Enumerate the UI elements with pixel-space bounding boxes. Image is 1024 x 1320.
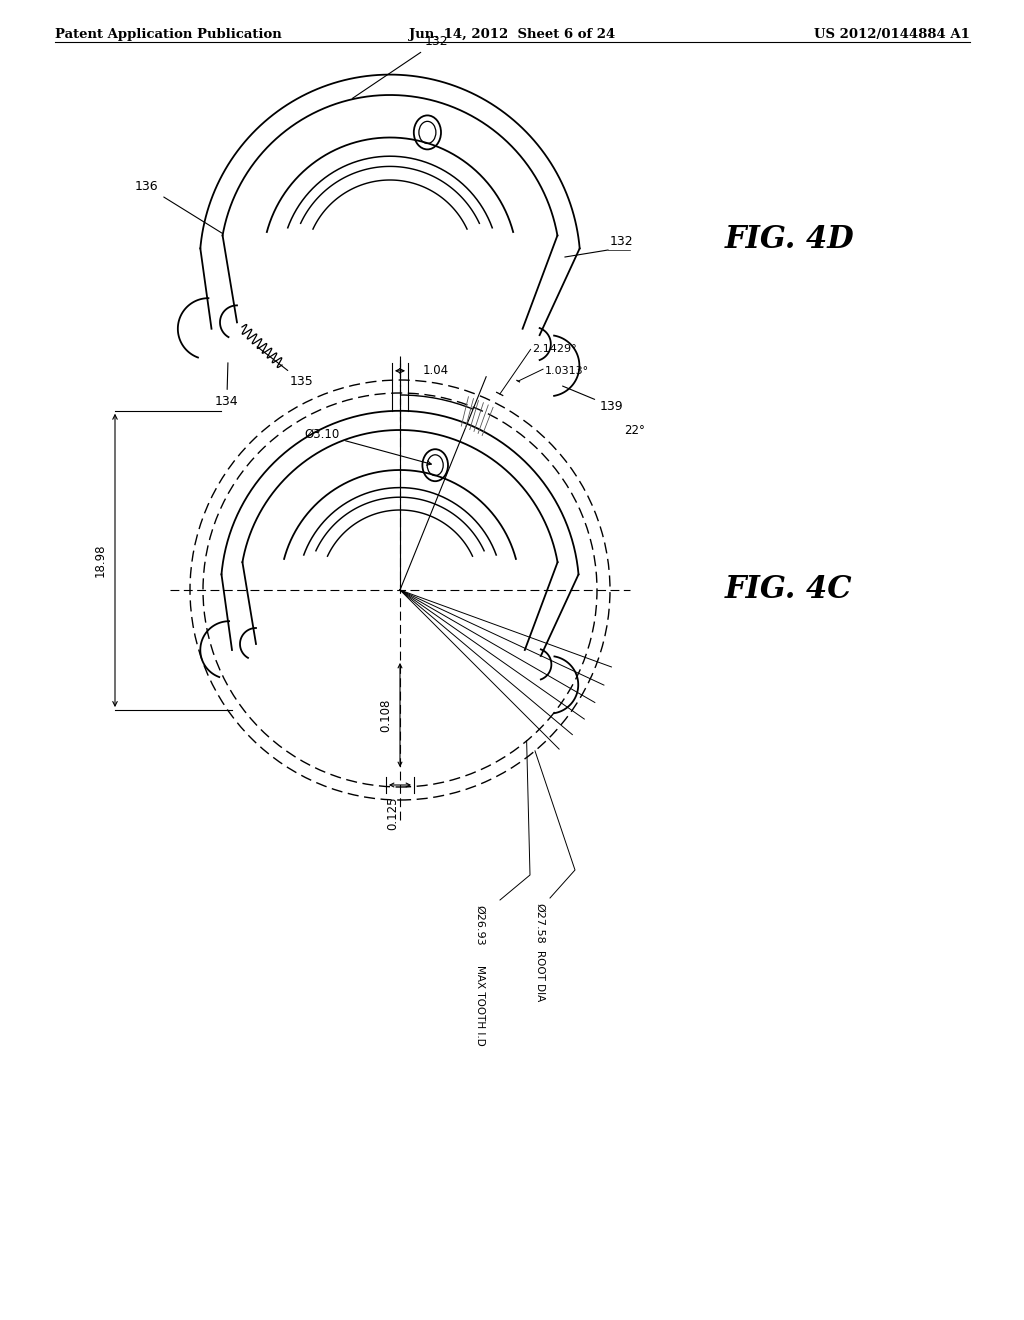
- Text: FIG. 4D: FIG. 4D: [725, 224, 855, 256]
- Text: Jun. 14, 2012  Sheet 6 of 24: Jun. 14, 2012 Sheet 6 of 24: [409, 28, 615, 41]
- Text: MAX TOOTH I.D: MAX TOOTH I.D: [475, 965, 485, 1045]
- Text: US 2012/0144884 A1: US 2012/0144884 A1: [814, 28, 970, 41]
- Text: Patent Application Publication: Patent Application Publication: [55, 28, 282, 41]
- Text: ROOT DIA: ROOT DIA: [535, 950, 545, 1002]
- Text: 0.125: 0.125: [386, 797, 399, 830]
- Text: 136: 136: [135, 180, 222, 234]
- Text: Ø26.93: Ø26.93: [475, 906, 485, 945]
- Text: 18.98: 18.98: [94, 544, 106, 577]
- Text: 134: 134: [215, 363, 239, 408]
- Text: 2.1429°: 2.1429°: [532, 345, 578, 355]
- Text: 1.04: 1.04: [423, 364, 450, 378]
- Text: 132: 132: [352, 36, 449, 99]
- Text: FIG. 4C: FIG. 4C: [725, 574, 853, 606]
- Text: Ø3.10: Ø3.10: [305, 428, 431, 465]
- Text: Ø27.58: Ø27.58: [535, 903, 545, 944]
- Text: 0.108: 0.108: [379, 698, 392, 731]
- Text: 1.0313°: 1.0313°: [545, 366, 589, 376]
- Text: 135: 135: [257, 347, 313, 388]
- Text: 139: 139: [562, 385, 624, 413]
- Text: 22°: 22°: [625, 424, 645, 437]
- Text: 132: 132: [610, 235, 634, 248]
